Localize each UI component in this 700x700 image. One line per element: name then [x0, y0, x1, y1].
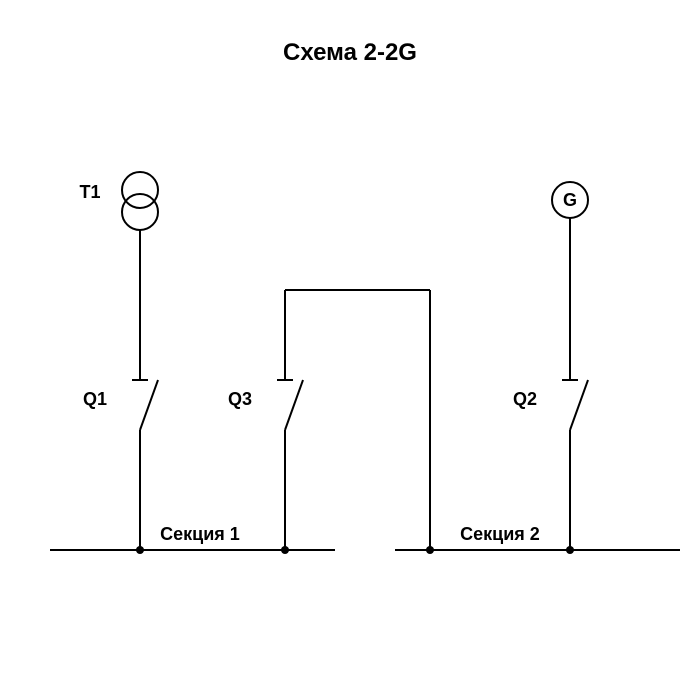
breaker-label-Q2: Q2: [513, 389, 537, 409]
switch-arm-Q3: [285, 380, 303, 430]
switch-arm-Q2: [570, 380, 588, 430]
breaker-label-Q3: Q3: [228, 389, 252, 409]
bus-node-2: [426, 546, 434, 554]
breaker-label-Q1: Q1: [83, 389, 107, 409]
source-label-T1: T1: [79, 182, 100, 202]
bus-node-3: [566, 546, 574, 554]
busbar-label-section1: Секция 1: [160, 524, 240, 544]
diagram-title: Схема 2-2G: [283, 39, 417, 66]
switch-arm-Q1: [140, 380, 158, 430]
transformer-circle-bottom: [122, 194, 158, 230]
bus-node-1: [281, 546, 289, 554]
source-label-G: G: [563, 190, 577, 210]
bus-node-0: [136, 546, 144, 554]
busbar-label-section2: Секция 2: [460, 524, 540, 544]
schematic-diagram: Схема 2-2G Секция 1 Секция 2 T1 G Q1 Q3 Q2: [0, 0, 700, 700]
transformer-circle-top: [122, 172, 158, 208]
